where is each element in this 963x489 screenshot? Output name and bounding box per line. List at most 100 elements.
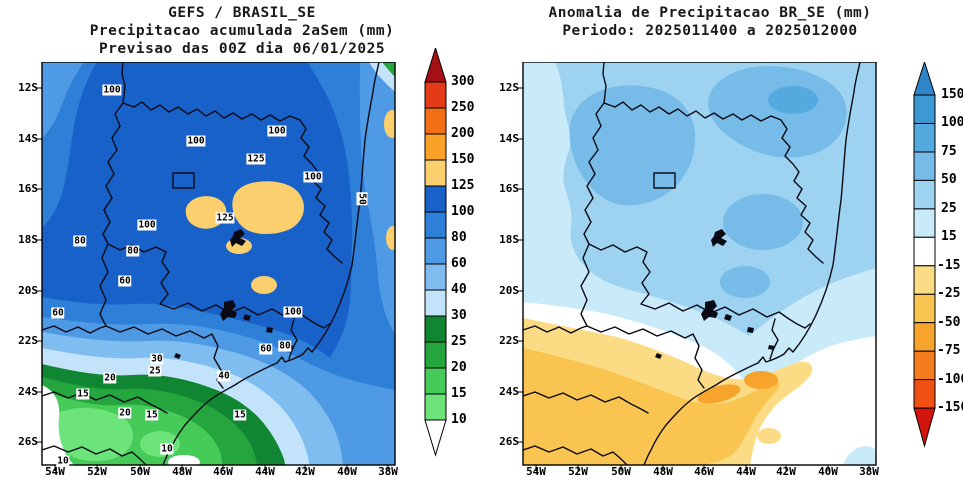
x-tick-label: 38W — [378, 465, 398, 478]
colorbar-segment — [913, 236, 936, 267]
colorbar-segment — [913, 179, 936, 210]
colorbar-label: 250 — [451, 100, 475, 115]
fill-125-150-blob — [185, 196, 227, 229]
colorbar-label: 50 — [941, 172, 957, 187]
fill-below-10-spot — [168, 455, 200, 465]
colorbar-label: 40 — [451, 282, 467, 297]
fill-20-25-ne-corner — [382, 62, 395, 77]
colorbar-label: -15 — [937, 258, 961, 273]
colorbar-label: 150 — [941, 87, 963, 102]
colorbar-segment — [424, 107, 447, 135]
colorbar-label: 30 — [451, 308, 467, 323]
colorbar-label: 300 — [451, 74, 475, 89]
x-tick-label: 54W — [526, 465, 546, 478]
colorbar-segment — [913, 322, 936, 352]
colorbar-segment — [424, 159, 447, 187]
fill-anom-15-25-corner — [843, 446, 876, 465]
x-tick-label: 44W — [736, 465, 756, 478]
colorbar-segment — [913, 265, 936, 295]
colorbar-label: -50 — [937, 315, 961, 330]
colorbar-segment — [424, 289, 447, 317]
map-frame-left — [41, 62, 396, 466]
colorbar-segment — [424, 211, 447, 239]
left-panel-title: GEFS / BRASIL_SE Precipitacao acumulada … — [34, 4, 450, 58]
fill-10-15-blob — [54, 407, 133, 462]
fill-anom-50-75 — [723, 194, 803, 250]
y-tick-label: 20S — [499, 284, 519, 297]
fill-anom-75-100 — [768, 86, 818, 114]
fill-125-150-sliver — [386, 226, 395, 250]
right-panel-title: Anomalia de Precipitacao BR_SE (mm) Peri… — [515, 4, 905, 40]
colorbar-arrow-down — [913, 407, 936, 448]
colorbar-arrow-up — [913, 62, 936, 96]
colorbar-segment — [913, 208, 936, 238]
colorbar-label: -100 — [937, 372, 963, 387]
colorbar-segment — [913, 94, 936, 124]
colorbar-segment — [424, 81, 447, 109]
right-title-line-2: Periodo: 2025011400 a 2025012000 — [562, 23, 858, 39]
y-tick-label: 26S — [18, 435, 38, 448]
y-tick-label: 26S — [499, 435, 519, 448]
colorbar-label: 80 — [451, 230, 467, 245]
colorbar-arrow-up — [424, 48, 447, 83]
colorbar-segment — [424, 367, 447, 395]
colorbar-segment — [913, 151, 936, 181]
colorbar-segment — [424, 263, 447, 291]
colorbar-label: 75 — [941, 144, 957, 159]
fill-anom-minus25-50 — [523, 348, 780, 465]
colorbar-label: -75 — [937, 343, 961, 358]
colorbar-label: -150 — [937, 400, 963, 415]
colorbar-label: -25 — [937, 286, 961, 301]
y-tick-label: 18S — [18, 233, 38, 246]
colorbar-segment — [424, 185, 447, 213]
colorbar-segment — [913, 350, 936, 381]
colorbar-label: 25 — [451, 334, 467, 349]
fill-anom-minus15-25-spot — [757, 428, 781, 444]
y-tick-label: 20S — [18, 284, 38, 297]
colorbar-segment — [913, 293, 936, 324]
x-tick-label: 54W — [45, 465, 65, 478]
colorbar-arrow-down — [424, 419, 447, 457]
colorbar-label: 100 — [451, 204, 475, 219]
y-tick-label: 16S — [499, 182, 519, 195]
fill-below-10-corner — [42, 385, 74, 465]
x-tick-label: 38W — [859, 465, 879, 478]
fill-anom-50-75 — [708, 66, 847, 158]
x-tick-label: 48W — [172, 465, 192, 478]
colorbar-label: 150 — [451, 152, 475, 167]
colorbar-segment — [424, 393, 447, 421]
x-tick-label: 40W — [818, 465, 838, 478]
map-frame-right — [522, 62, 877, 466]
y-tick-label: 12S — [18, 81, 38, 94]
fill-anom-50-75 — [569, 85, 696, 206]
x-tick-label: 52W — [87, 465, 107, 478]
colorbar-segment — [424, 315, 447, 343]
y-tick-label: 24S — [18, 385, 38, 398]
colorbar-label: 25 — [941, 201, 957, 216]
colorbar-label: 10 — [451, 412, 467, 427]
colorbar-segment — [424, 341, 447, 369]
x-tick-label: 40W — [337, 465, 357, 478]
fill-125-150-blob — [251, 276, 277, 294]
colorbar-label: 60 — [451, 256, 467, 271]
colorbar-label: 200 — [451, 126, 475, 141]
colorbar-label: 20 — [451, 360, 467, 375]
x-tick-label: 42W — [776, 465, 796, 478]
axis-ticks-left — [36, 87, 389, 471]
y-tick-label: 22S — [18, 334, 38, 347]
fill-60-80-topleft — [42, 62, 84, 138]
right-title-line-1: Anomalia de Precipitacao BR_SE (mm) — [548, 5, 872, 21]
colorbar-segment — [424, 133, 447, 161]
colorbar-label: 125 — [451, 178, 475, 193]
y-tick-label: 24S — [499, 385, 519, 398]
map-precip-accum — [36, 62, 396, 471]
fill-125-150-sliver — [384, 110, 395, 138]
fill-10-15-blob — [140, 431, 180, 457]
x-tick-label: 46W — [213, 465, 233, 478]
y-tick-label: 12S — [499, 81, 519, 94]
x-tick-label: 44W — [255, 465, 275, 478]
y-tick-label: 22S — [499, 334, 519, 347]
fill-anom-50-75 — [720, 266, 770, 298]
left-title-line-2: Precipitacao acumulada 2aSem (mm) — [89, 23, 395, 39]
